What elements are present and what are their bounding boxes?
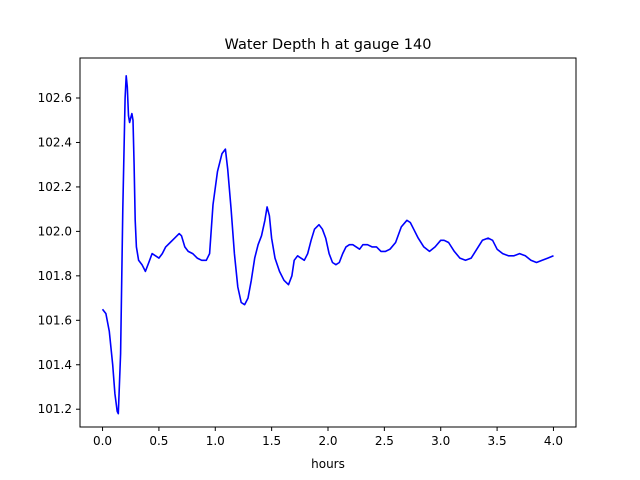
x-axis-label: hours [311,457,345,471]
y-tick-label: 102.2 [38,180,72,194]
x-axis: 0.0 0.5 1.0 1.5 2.0 2.5 3.0 3.5 4.0 [93,427,563,448]
x-tick-label: 3.0 [431,434,450,448]
x-tick-label: 1.5 [262,434,281,448]
y-tick-label: 102.0 [38,224,72,238]
y-tick-label: 101.2 [38,402,72,416]
x-tick-label: 1.0 [206,434,225,448]
water-depth-series-line [101,75,554,415]
chart-title: Water Depth h at gauge 140 [225,37,432,53]
y-axis: 101.2 101.4 101.6 101.8 102.0 102.2 102.4 102.6 [38,91,80,416]
plot-layer [101,75,554,415]
x-tick-label: 2.5 [375,434,394,448]
x-tick-label: 3.5 [488,434,507,448]
x-tick-label: 4.0 [544,434,563,448]
y-tick-label: 101.6 [38,313,72,327]
y-tick-label: 101.8 [38,269,72,283]
x-tick-label: 0.5 [149,434,168,448]
y-tick-label: 102.4 [38,135,72,149]
y-tick-label: 102.6 [38,91,72,105]
y-tick-label: 101.4 [38,358,72,372]
axes-frame [79,57,577,428]
x-tick-label: 0.0 [93,434,112,448]
x-tick-label: 2.0 [318,434,337,448]
